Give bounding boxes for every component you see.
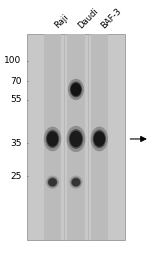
Ellipse shape <box>68 79 84 100</box>
Ellipse shape <box>70 131 82 147</box>
Ellipse shape <box>48 177 58 187</box>
Text: 35: 35 <box>10 139 22 148</box>
Bar <box>44 34 61 240</box>
Bar <box>67 34 85 240</box>
Ellipse shape <box>70 81 82 97</box>
Ellipse shape <box>91 127 108 151</box>
Bar <box>91 34 108 240</box>
Text: 100: 100 <box>4 56 22 65</box>
Text: 70: 70 <box>10 77 22 86</box>
Text: Raji: Raji <box>52 13 70 30</box>
Ellipse shape <box>69 176 82 189</box>
Ellipse shape <box>71 177 81 187</box>
Ellipse shape <box>69 129 83 149</box>
Ellipse shape <box>44 127 61 151</box>
Ellipse shape <box>93 131 105 147</box>
Ellipse shape <box>47 131 58 147</box>
Ellipse shape <box>66 126 86 152</box>
Text: Daudi: Daudi <box>76 6 100 30</box>
Ellipse shape <box>71 83 81 96</box>
Ellipse shape <box>72 178 80 186</box>
Bar <box>27 34 125 240</box>
Text: BAF-3: BAF-3 <box>99 6 123 30</box>
Text: 55: 55 <box>10 95 22 104</box>
Ellipse shape <box>46 176 59 189</box>
Text: 25: 25 <box>10 171 22 180</box>
Ellipse shape <box>93 130 106 148</box>
Ellipse shape <box>46 130 59 148</box>
Ellipse shape <box>48 178 57 186</box>
